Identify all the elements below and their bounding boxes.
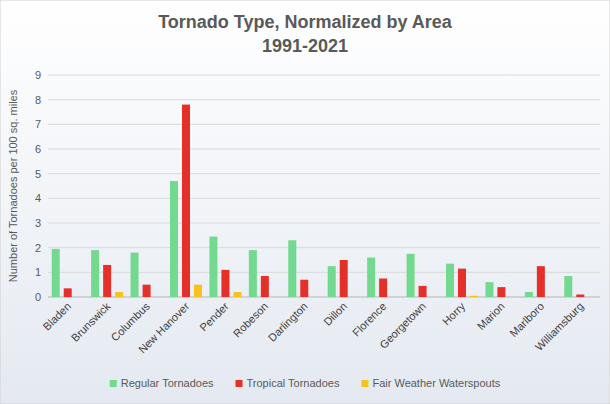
bar <box>367 258 375 297</box>
bar <box>549 297 557 298</box>
y-axis-label: Number of Tornadoes per 100 sq. miles <box>7 89 19 282</box>
legend-label: Tropical Tornadoes <box>247 377 340 389</box>
y-tick-label: 6 <box>35 143 41 155</box>
bar <box>170 181 178 297</box>
bar <box>273 297 281 298</box>
bar <box>143 285 151 297</box>
grid-line <box>48 99 600 100</box>
bar <box>509 297 517 298</box>
bar <box>328 266 336 297</box>
x-tick-label: Robeson <box>231 300 271 340</box>
bar <box>194 285 202 297</box>
bar <box>155 297 163 298</box>
bar <box>233 292 241 297</box>
bar <box>470 296 478 297</box>
bar <box>485 282 493 297</box>
bar <box>249 250 257 297</box>
bar <box>312 297 320 298</box>
bar <box>115 292 123 297</box>
x-tick-label: Brunswick <box>69 300 113 344</box>
y-tick-label: 7 <box>35 118 41 130</box>
x-tick-label: Darlington <box>266 300 310 344</box>
bar <box>497 287 505 297</box>
bar <box>288 240 296 297</box>
bar <box>576 295 584 297</box>
legend-label: Fair Weather Waterspouts <box>372 377 500 389</box>
legend-label: Regular Tornadoes <box>121 377 214 389</box>
x-tick-label: Georgetown <box>377 300 428 351</box>
y-tick-label: 8 <box>35 94 41 106</box>
bar <box>446 264 454 297</box>
grid-line <box>48 223 600 224</box>
bar <box>91 250 99 297</box>
legend: Regular Tornadoes Tropical Tornadoes Fair … <box>110 377 501 389</box>
y-tick-label: 1 <box>35 266 41 278</box>
bar <box>379 279 387 298</box>
bar <box>103 265 111 297</box>
y-tick-label: 4 <box>35 192 41 204</box>
x-tick-label: Florence <box>350 300 389 339</box>
title: Tornado Type, Normalized by Area <box>158 12 453 32</box>
bar <box>525 292 533 297</box>
x-tick-label: Horry <box>440 300 468 328</box>
y-tick-label: 0 <box>35 291 41 303</box>
x-tick-label: Bladen <box>40 300 73 333</box>
bar <box>52 249 60 297</box>
bar <box>340 260 348 297</box>
grid-line <box>48 173 600 174</box>
legend-swatch <box>361 380 368 387</box>
bar <box>182 105 190 297</box>
grid-line <box>48 149 600 150</box>
x-tick-label: Marlboro <box>507 300 546 339</box>
bar <box>537 266 545 297</box>
bar <box>564 276 572 297</box>
bar <box>458 269 466 297</box>
grid-line <box>48 124 600 125</box>
grid-line <box>48 198 600 199</box>
bar <box>131 253 139 297</box>
y-tick-label: 2 <box>35 242 41 254</box>
legend-swatch <box>236 380 243 387</box>
subtitle: 1991-2021 <box>262 36 348 56</box>
bar <box>431 297 439 298</box>
bar <box>419 286 427 297</box>
legend-swatch <box>110 380 117 387</box>
bar <box>407 254 415 297</box>
bar <box>300 280 308 297</box>
bar <box>391 297 399 298</box>
bar <box>76 297 84 298</box>
y-tick-label: 3 <box>35 217 41 229</box>
bar <box>352 297 360 298</box>
bar <box>588 297 596 298</box>
grid-line <box>48 75 600 76</box>
y-tick-label: 5 <box>35 168 41 180</box>
bar <box>209 237 217 297</box>
x-tick-label: New Hanover <box>136 300 192 356</box>
bar <box>221 270 229 297</box>
x-tick-label: Marion <box>475 300 507 332</box>
background <box>0 0 610 404</box>
x-tick-label: Dillon <box>321 300 349 328</box>
x-tick-label: Williamsburg <box>533 300 586 353</box>
y-tick-label: 9 <box>35 69 41 81</box>
grid-line <box>48 247 600 248</box>
bar <box>64 288 72 297</box>
bar <box>261 276 269 297</box>
x-tick-label: Pender <box>197 300 231 334</box>
